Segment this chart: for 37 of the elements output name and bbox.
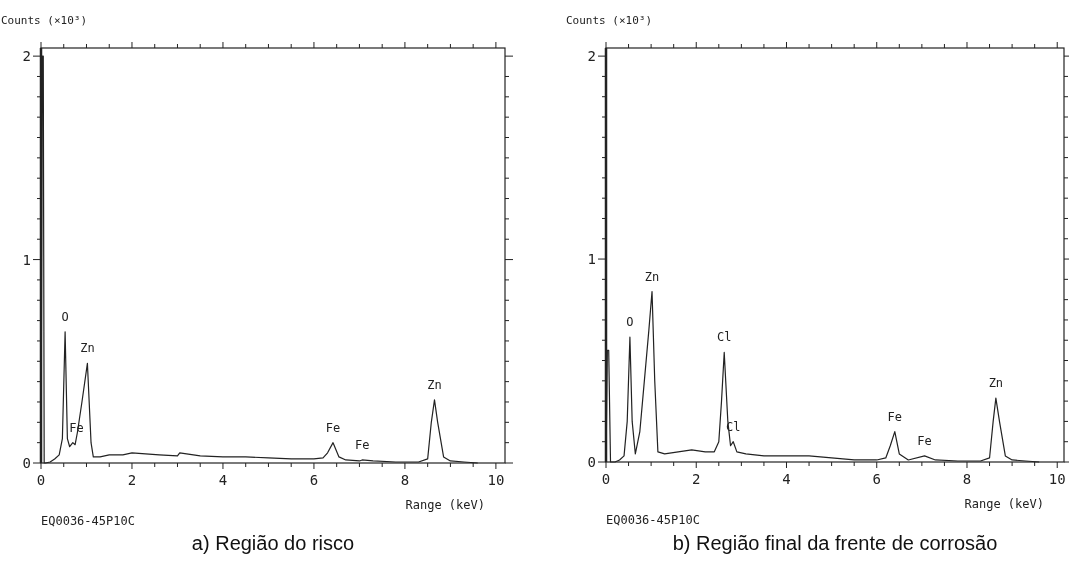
y-tick-label: 0 xyxy=(587,454,596,470)
text: a) Região do risco xyxy=(191,532,355,554)
text: EQ0036-45P10C xyxy=(41,514,135,528)
annotation: O xyxy=(61,309,69,324)
x-tick-label: 8 xyxy=(962,471,972,487)
annotation: Fe xyxy=(917,433,932,448)
x-axis-title: Range (keV) xyxy=(405,498,485,512)
x-tick-label: 0 xyxy=(601,471,611,487)
annotation: Fe xyxy=(325,420,341,435)
annotation: Fe xyxy=(354,437,370,452)
annotation: Zn xyxy=(644,269,660,284)
annotation: O xyxy=(626,315,634,330)
x-tick-label: 6 xyxy=(309,472,319,488)
y-axis-title: Counts (×10³) xyxy=(1,14,88,27)
x-tick-label: 8 xyxy=(400,472,410,488)
x-tick-label: 0 xyxy=(36,472,46,488)
x-tick-label: 10 xyxy=(487,472,505,488)
y-tick-label: 0 xyxy=(22,455,31,471)
y-tick-label: 1 xyxy=(22,251,31,268)
annotation: Zn xyxy=(427,377,442,392)
y-tick-label: 2 xyxy=(587,48,596,65)
y-tick-label: 1 xyxy=(587,251,596,268)
x-tick-label: 2 xyxy=(127,472,137,488)
annotation: Zn xyxy=(988,376,1004,391)
y-axis-title: Counts (×10³) xyxy=(566,14,653,27)
x-tick-label: 4 xyxy=(782,471,791,487)
text: EQ0036-45P10C xyxy=(606,513,700,527)
x-tick-label: 6 xyxy=(872,471,881,487)
x-tick-label: 10 xyxy=(1048,471,1066,487)
x-tick-label: 2 xyxy=(692,471,701,487)
text: b) Região final da frente de corrosão xyxy=(672,532,998,554)
y-tick-label: 2 xyxy=(22,48,31,65)
annotation: Cl xyxy=(717,330,732,345)
annotation: Zn xyxy=(80,341,95,356)
x-axis-title: Range (keV) xyxy=(964,497,1044,511)
x-tick-label: 4 xyxy=(218,472,228,488)
annotation: Fe xyxy=(887,409,903,424)
